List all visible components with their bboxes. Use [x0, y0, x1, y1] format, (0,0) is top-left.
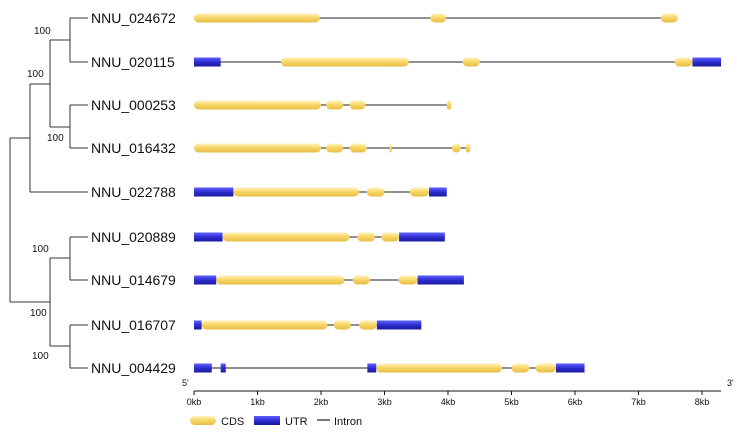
- utr-region: [194, 363, 212, 373]
- gene-label: NNU_022788: [91, 184, 176, 200]
- gene-row: [194, 13, 678, 23]
- cds-exon: [201, 320, 328, 330]
- utr-region: [417, 275, 464, 285]
- utr-region: [428, 187, 447, 197]
- cds-exon: [660, 13, 678, 23]
- legend-cds-swatch: [190, 416, 216, 425]
- cds-exon: [511, 363, 530, 373]
- axis-tick-label: 2kb: [314, 397, 329, 407]
- utr-region: [220, 363, 226, 373]
- cds-exon: [366, 187, 385, 197]
- gene-label: NNU_024672: [91, 10, 176, 26]
- gene-labels: NNU_024672 NNU_020115 NNU_000253 NNU_016…: [91, 10, 176, 376]
- gene-label: NNU_016432: [91, 140, 176, 156]
- legend-utr-swatch: [254, 416, 280, 425]
- bootstrap-value: 100: [27, 69, 44, 80]
- gene-label: NNU_004429: [91, 360, 176, 376]
- legend-intron-label: Intron: [334, 416, 362, 428]
- axis-tick-label: 6kb: [568, 397, 583, 407]
- cds-exon: [349, 100, 366, 110]
- axis-tick-label: 8kb: [695, 397, 710, 407]
- utr-region: [194, 320, 202, 330]
- cds-exon: [233, 187, 360, 197]
- legend: CDS UTR Intron: [190, 416, 362, 428]
- axis-tick-label: 0kb: [187, 397, 202, 407]
- utr-region: [194, 275, 217, 285]
- gene-row: [194, 320, 422, 330]
- gene-label: NNU_014679: [91, 272, 176, 288]
- utr-region: [555, 363, 585, 373]
- legend-utr-label: UTR: [285, 416, 308, 428]
- bootstrap-value: 100: [30, 308, 47, 319]
- cds-exon: [194, 100, 321, 110]
- cds-exon: [359, 320, 377, 330]
- cds-exon: [430, 13, 447, 23]
- cds-exon: [462, 57, 480, 67]
- bootstrap-value: 100: [34, 26, 51, 37]
- utr-region: [367, 363, 377, 373]
- bootstrap-value: 100: [32, 351, 49, 362]
- cds-exon: [446, 100, 452, 110]
- gene-label: NNU_000253: [91, 97, 176, 113]
- gene-label: NNU_020889: [91, 229, 176, 245]
- cds-exon: [222, 232, 350, 242]
- cds-exon: [194, 13, 320, 23]
- gene-row: [194, 232, 445, 242]
- bootstrap-value: 100: [32, 244, 49, 255]
- utr-region: [376, 320, 422, 330]
- cds-exon: [465, 143, 471, 153]
- axis-tick-label: 5kb: [504, 397, 519, 407]
- gene-label: NNU_016707: [91, 317, 176, 333]
- gene-structure-rows: [194, 13, 722, 373]
- gene-row: [194, 275, 464, 285]
- utr-region: [194, 232, 223, 242]
- utr-region: [194, 57, 221, 67]
- utr-region: [399, 232, 445, 242]
- utr-region: [692, 57, 722, 67]
- cds-exon: [194, 143, 321, 153]
- cds-exon: [451, 143, 461, 153]
- phylogenetic-tree: [9, 17, 88, 369]
- cds-exon: [409, 187, 429, 197]
- cds-exon: [352, 275, 370, 285]
- three-prime-label: 3': [727, 378, 734, 388]
- cds-exon: [389, 143, 392, 153]
- gene-row: [194, 187, 447, 197]
- gene-row: [194, 363, 585, 373]
- cds-exon: [326, 143, 344, 153]
- bootstrap-value: 100: [47, 133, 64, 144]
- utr-region: [194, 187, 234, 197]
- cds-exon: [349, 143, 367, 153]
- cds-exon: [398, 275, 418, 285]
- cds-exon: [376, 363, 502, 373]
- cds-exon: [280, 57, 409, 67]
- gene-label: NNU_020115: [91, 54, 175, 70]
- legend-cds-label: CDS: [221, 416, 244, 428]
- cds-exon: [333, 320, 351, 330]
- cds-exon: [535, 363, 556, 373]
- axis-tick-label: 3kb: [377, 397, 392, 407]
- bootstrap-labels: 100 100 100 100 100 100: [27, 26, 64, 362]
- gene-row: [194, 57, 722, 67]
- cds-exon: [674, 57, 693, 67]
- axis-ticks: 0kb 1kb 2kb 3kb 4kb 5kb 6kb 7kb 8kb: [187, 391, 710, 407]
- cds-exon: [357, 232, 375, 242]
- axis-tick-label: 4kb: [441, 397, 456, 407]
- axis-tick-label: 7kb: [631, 397, 646, 407]
- scale-axis: 5' 3' 0kb 1kb 2kb 3kb 4kb 5kb 6kb 7kb 8kb: [182, 378, 734, 407]
- five-prime-label: 5': [182, 378, 189, 388]
- axis-tick-label: 1kb: [250, 397, 265, 407]
- gene-row: [194, 100, 452, 110]
- cds-exon: [381, 232, 400, 242]
- cds-exon: [216, 275, 345, 285]
- cds-exon: [326, 100, 344, 110]
- gene-row: [194, 143, 471, 153]
